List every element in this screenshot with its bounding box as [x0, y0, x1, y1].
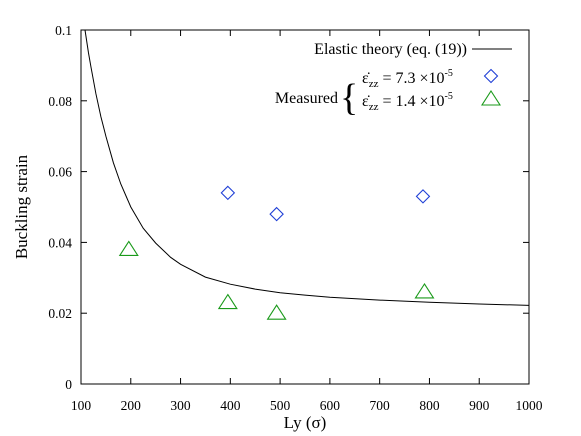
triangle-point [414, 282, 435, 299]
legend-exponent: -5 [445, 91, 453, 102]
legend-subscript: zz [369, 101, 379, 113]
y-tick-label: 0.02 [48, 306, 72, 321]
y-tick-label: 0 [65, 377, 72, 392]
x-tick-label: 200 [121, 398, 142, 413]
data-series [84, 29, 530, 320]
legend-value: = 1.4 ×10 [378, 93, 444, 110]
y-tick-label: 0.04 [48, 235, 72, 250]
legend-triangle-marker [480, 89, 502, 106]
x-tick-label: 300 [170, 398, 191, 413]
axis-ticks [80, 29, 530, 385]
x-tick-label: 600 [320, 398, 341, 413]
elastic-theory-curve [84, 29, 530, 306]
x-tick-label: 800 [419, 398, 440, 413]
y-tick-label: 0.06 [48, 165, 72, 180]
x-tick-label: 1000 [516, 398, 543, 413]
tick-labels: 100 200 300 400 500 600 700 800 900 1000 0 0.02 0.04… [48, 23, 542, 413]
y-axis-title: Buckling strain [12, 154, 31, 259]
legend: Elastic theory (eq. (19)) Measured { ε̇z… [275, 41, 512, 119]
x-axis-title: Ly (σ) [284, 413, 327, 432]
legend-group-label: Measured [275, 90, 338, 107]
triangle-point [118, 240, 139, 257]
diamond-point [415, 189, 431, 204]
diamond-point [220, 185, 236, 201]
legend-subscript: zz [369, 78, 379, 90]
legend-diamond-marker [483, 68, 499, 84]
legend-exponent: -5 [445, 68, 453, 79]
legend-brace: { [340, 77, 358, 119]
legend-value: = 7.3 ×10 [378, 70, 444, 87]
x-tick-label: 900 [469, 398, 490, 413]
plot-frame [80, 29, 530, 385]
x-tick-label: 100 [71, 398, 92, 413]
legend-markers [480, 68, 502, 106]
x-tick-label: 500 [270, 398, 291, 413]
legend-symbol: ε̇ [362, 93, 370, 110]
x-tick-label: 700 [370, 398, 391, 413]
legend-entry-elastic-theory: Elastic theory (eq. (19)) [314, 41, 467, 58]
diamond-point [269, 206, 284, 222]
triangle-point [266, 304, 287, 320]
triangle-point [217, 293, 238, 310]
legend-symbol: ε̇ [362, 70, 370, 87]
y-tick-label: 0.08 [48, 94, 72, 109]
y-tick-label: 0.1 [55, 23, 72, 38]
legend-entry-high-rate: ε̇zz = 7.3 ×10-5 [362, 68, 453, 90]
legend-entry-low-rate: ε̇zz = 1.4 ×10-5 [362, 91, 453, 113]
x-tick-label: 400 [220, 398, 241, 413]
